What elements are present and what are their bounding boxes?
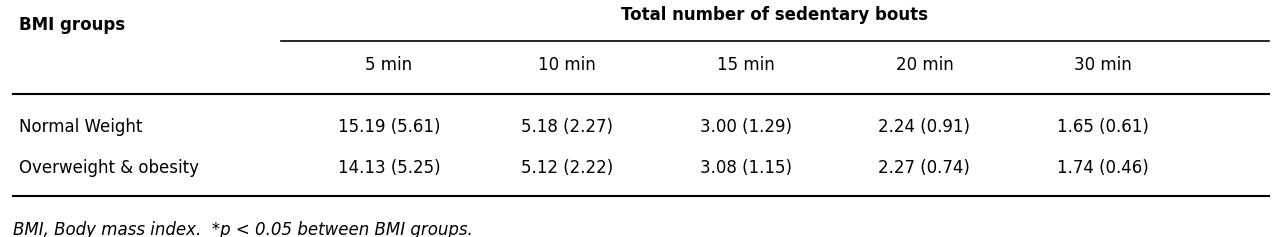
Text: 10 min: 10 min — [538, 56, 597, 74]
Text: 5.18 (2.27): 5.18 (2.27) — [521, 118, 613, 136]
Text: BMI groups: BMI groups — [19, 16, 125, 34]
Text: 14.13 (5.25): 14.13 (5.25) — [338, 159, 440, 177]
Text: 5 min: 5 min — [366, 56, 412, 74]
Text: 5.12 (2.22): 5.12 (2.22) — [521, 159, 613, 177]
Text: 2.27 (0.74): 2.27 (0.74) — [878, 159, 970, 177]
Text: Overweight & obesity: Overweight & obesity — [19, 159, 199, 177]
Text: 1.74 (0.46): 1.74 (0.46) — [1057, 159, 1149, 177]
Text: 3.08 (1.15): 3.08 (1.15) — [700, 159, 792, 177]
Text: 15.19 (5.61): 15.19 (5.61) — [338, 118, 440, 136]
Text: 2.24 (0.91): 2.24 (0.91) — [878, 118, 970, 136]
Text: BMI, Body mass index.  *p < 0.05 between BMI groups.: BMI, Body mass index. *p < 0.05 between … — [13, 221, 473, 237]
Text: 15 min: 15 min — [717, 56, 775, 74]
Text: Total number of sedentary bouts: Total number of sedentary bouts — [621, 6, 928, 24]
Text: 1.65 (0.61): 1.65 (0.61) — [1057, 118, 1149, 136]
Text: 3.00 (1.29): 3.00 (1.29) — [700, 118, 792, 136]
Text: 30 min: 30 min — [1074, 56, 1132, 74]
Text: 20 min: 20 min — [895, 56, 954, 74]
Text: Normal Weight: Normal Weight — [19, 118, 143, 136]
